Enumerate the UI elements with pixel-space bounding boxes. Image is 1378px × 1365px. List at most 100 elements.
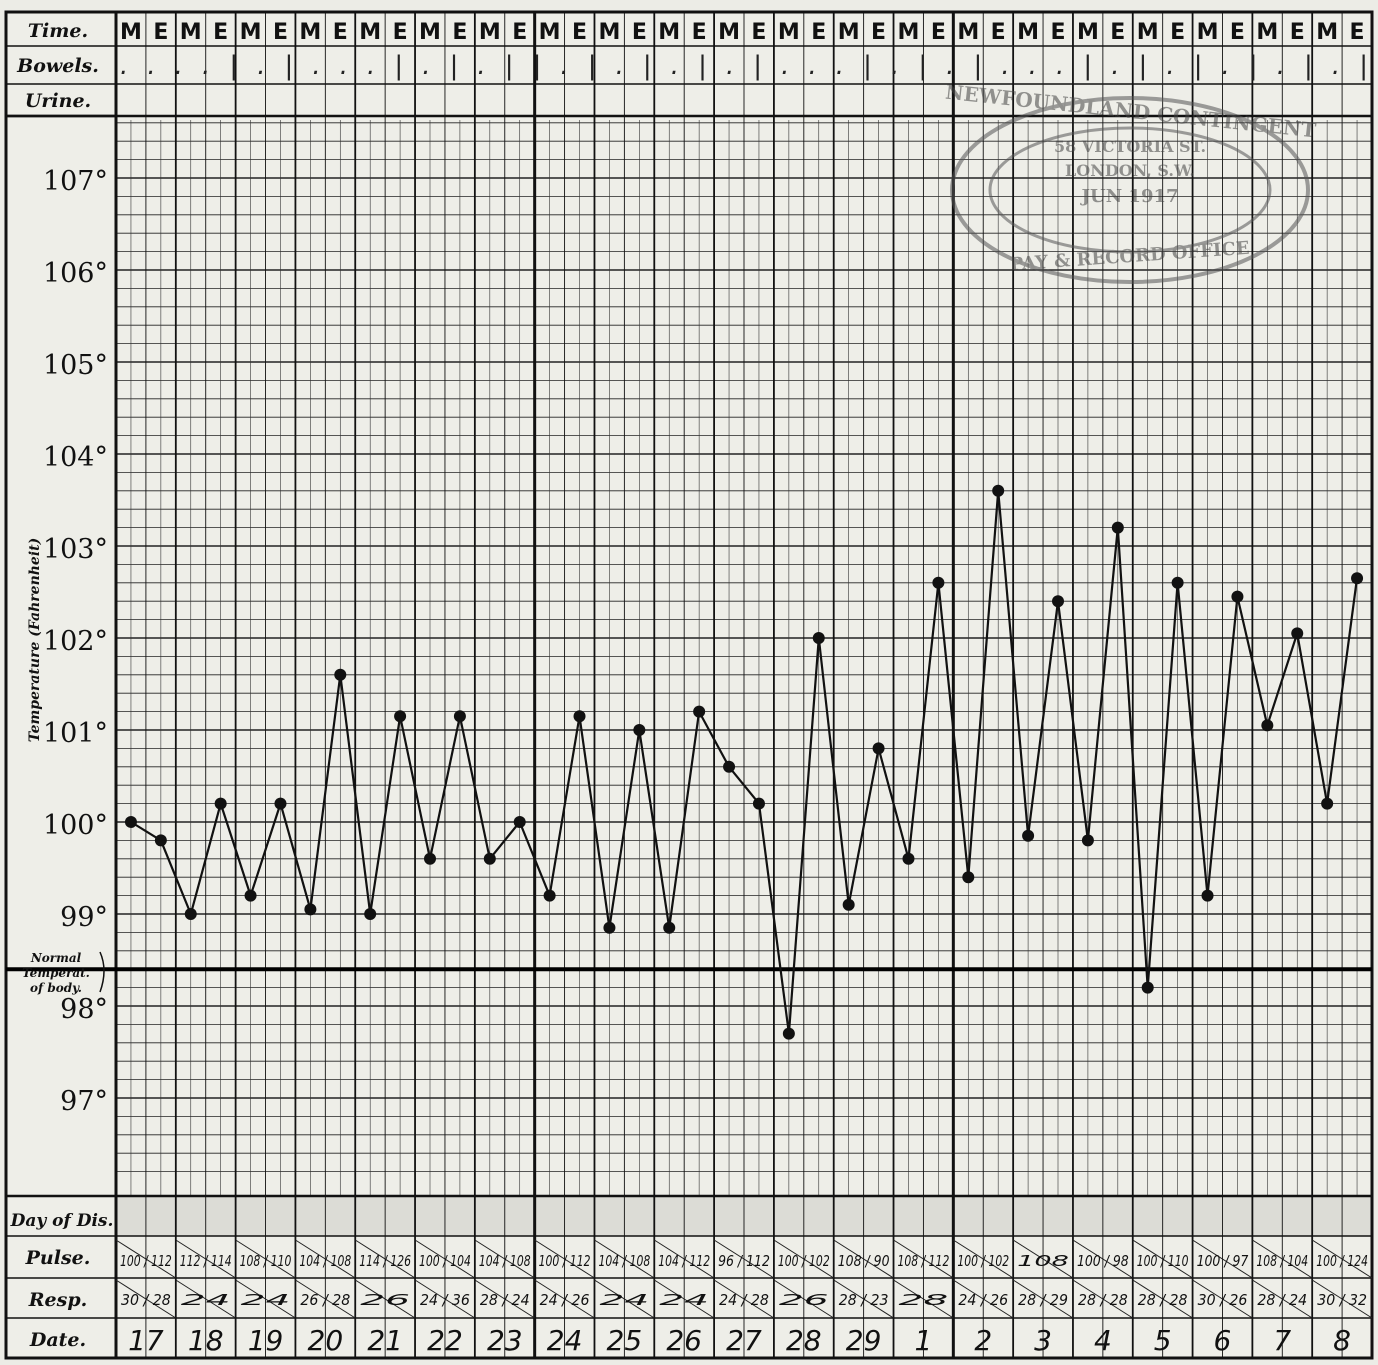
- y-tick-label: 101°: [43, 718, 108, 749]
- temperature-point: [573, 710, 586, 723]
- temperature-point: [543, 889, 556, 902]
- date-label: 5: [1154, 1324, 1172, 1357]
- temperature-point: [663, 921, 676, 934]
- time-cell-label: M: [1017, 20, 1039, 45]
- y-tick-label: 106°: [43, 258, 108, 289]
- resp-diagonal: [115, 1279, 177, 1319]
- pulse-diagonal: [654, 1239, 715, 1279]
- resp-diagonal: [1311, 1279, 1373, 1319]
- date-label: 8: [1333, 1324, 1351, 1357]
- pulse-value: 104 / 108: [598, 1252, 650, 1270]
- pulse-value: 108 / 90: [838, 1252, 890, 1270]
- pulse-value: 108 / 112: [898, 1252, 950, 1270]
- pulse-value: 96 / 112: [718, 1252, 770, 1270]
- date-label: 17: [128, 1324, 164, 1357]
- pulse-value: 108 / 104: [1256, 1252, 1308, 1270]
- pulse-diagonal: [175, 1239, 236, 1279]
- resp-diagonal: [175, 1279, 236, 1319]
- pulse-diagonal: [1072, 1239, 1134, 1279]
- resp-diagonal: [654, 1279, 715, 1319]
- time-cell-label: E: [1050, 20, 1065, 45]
- temperature-point: [932, 576, 945, 589]
- temperature-point: [1261, 719, 1274, 732]
- time-cell-label: E: [572, 20, 587, 45]
- time-cell-label: E: [1230, 20, 1245, 45]
- time-cell-label: E: [751, 20, 766, 45]
- temperature-point: [394, 710, 407, 723]
- date-label: 19: [248, 1324, 284, 1357]
- time-cell-label: E: [213, 20, 228, 45]
- resp-diagonal: [474, 1279, 535, 1319]
- time-cell-label: M: [1197, 20, 1219, 45]
- temperature-point: [304, 903, 317, 916]
- resp-diagonal: [1132, 1279, 1193, 1319]
- resp-value: 24: [241, 1291, 291, 1309]
- pulse-diagonal: [713, 1239, 775, 1279]
- time-cell-label: E: [1290, 20, 1305, 45]
- temperature-point: [364, 908, 377, 920]
- y-tick-label: 102°: [43, 626, 108, 657]
- temperature-point: [693, 705, 706, 718]
- pulse-row-label: Pulse.: [25, 1247, 91, 1269]
- resp-diagonal: [594, 1279, 655, 1319]
- pulse-diagonal: [235, 1239, 296, 1279]
- time-cell-label: E: [871, 20, 886, 45]
- temperature-point: [1321, 797, 1334, 810]
- time-cell-label: E: [512, 20, 527, 45]
- time-cell-label: M: [718, 20, 740, 45]
- time-cell-label: E: [273, 20, 288, 45]
- time-cell-label: E: [1350, 20, 1365, 45]
- pulse-diagonal: [1012, 1239, 1074, 1279]
- stamp-text-city: LONDON, S.W.: [1065, 161, 1195, 180]
- day-of-dis-row-label: Day of Dis.: [10, 1211, 114, 1231]
- temperature-point: [1141, 981, 1154, 994]
- temperature-point: [424, 852, 436, 865]
- y-tick-label: 104°: [43, 442, 108, 473]
- time-cell-label: M: [598, 20, 620, 45]
- normal-bracket: [99, 951, 105, 993]
- time-cell-label: M: [120, 20, 142, 45]
- pulse-value: 100 / 110: [1137, 1252, 1189, 1270]
- resp-value: 28 / 29: [1018, 1291, 1068, 1309]
- date-label: 25: [607, 1324, 643, 1357]
- temperature-point: [782, 1027, 795, 1040]
- pulse-diagonal: [773, 1239, 834, 1279]
- pulse-diagonal: [534, 1239, 595, 1279]
- pulse-diagonal: [1132, 1239, 1193, 1279]
- pulse-value: 100 / 98: [1077, 1252, 1129, 1270]
- date-label: 20: [308, 1324, 344, 1357]
- temperature-point: [992, 484, 1005, 497]
- resp-value: 26: [360, 1291, 410, 1309]
- y-tick-label: 103°: [43, 534, 108, 565]
- time-cell-label: E: [393, 20, 408, 45]
- y-tick-label: 98°: [60, 994, 108, 1025]
- normal-temperature-label: of body.: [30, 981, 82, 995]
- time-cell-label: E: [452, 20, 467, 45]
- date-label: 4: [1094, 1324, 1112, 1357]
- resp-row-label: Resp.: [28, 1289, 87, 1311]
- resp-diagonal: [414, 1279, 476, 1319]
- time-cell-label: M: [957, 20, 979, 45]
- temperature-point: [483, 852, 496, 865]
- time-cell-label: M: [1077, 20, 1099, 45]
- temperature-point: [1111, 521, 1124, 534]
- pulse-diagonal: [833, 1239, 894, 1279]
- pulse-diagonal: [1311, 1239, 1373, 1279]
- time-cell-label: E: [632, 20, 647, 45]
- temperature-line: [130, 489, 1359, 1035]
- resp-value: 28: [899, 1291, 949, 1309]
- temperature-point: [752, 797, 765, 810]
- pulse-value: 100 / 112: [120, 1252, 172, 1270]
- y-tick-label: 105°: [43, 350, 108, 381]
- resp-diagonal: [833, 1279, 894, 1319]
- time-cell-label: M: [419, 20, 441, 45]
- date-label: 26: [666, 1324, 702, 1357]
- pulse-diagonal: [1252, 1239, 1313, 1279]
- stamp-text-street: 58 VICTORIA ST.: [1054, 137, 1206, 156]
- pulse-value: 114 / 126: [359, 1252, 411, 1270]
- resp-value: 30 / 26: [1198, 1291, 1248, 1309]
- pulse-value: 104 / 112: [658, 1252, 710, 1270]
- time-cell-label: E: [333, 20, 348, 45]
